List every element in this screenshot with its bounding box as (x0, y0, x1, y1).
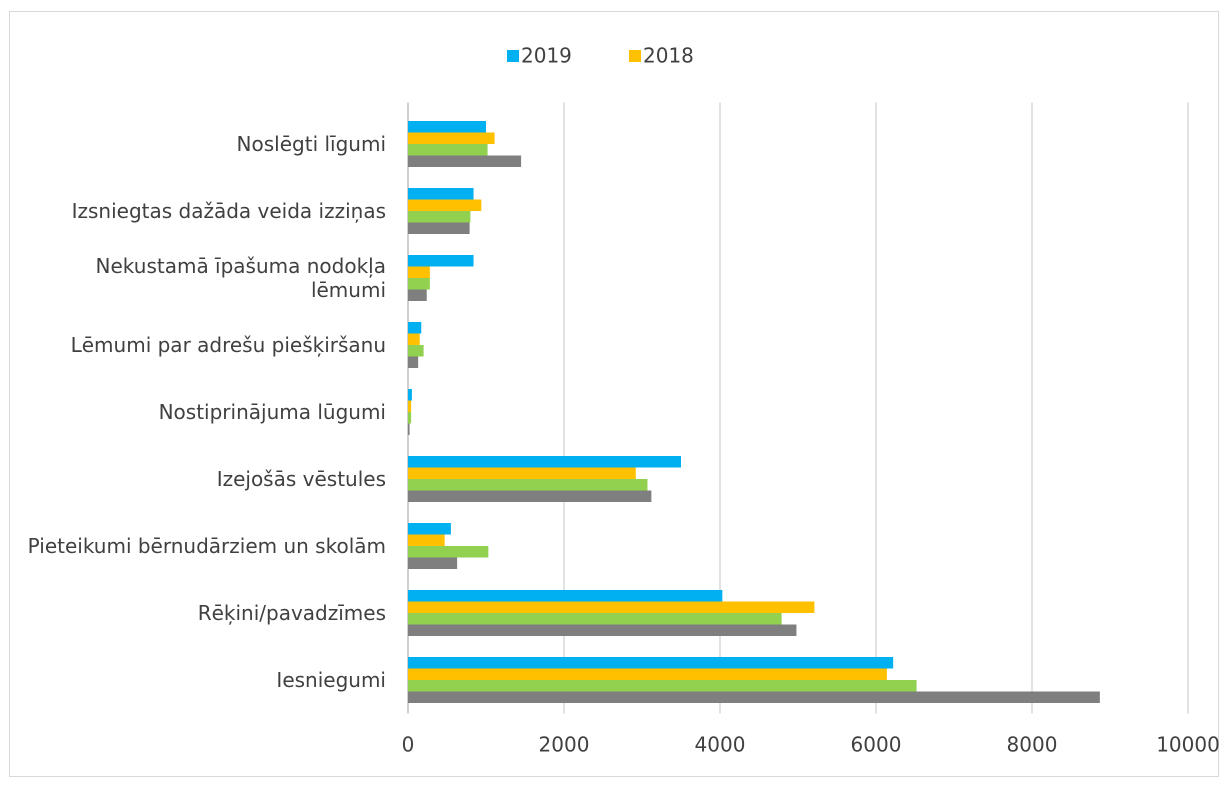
bar (408, 144, 488, 156)
bar (408, 557, 458, 569)
bar (408, 278, 430, 290)
bar (408, 255, 474, 267)
bar (408, 266, 430, 278)
bar (408, 412, 412, 424)
bar (408, 289, 427, 301)
x-tick-label: 0 (402, 733, 415, 757)
bar (408, 668, 887, 680)
bar (408, 680, 917, 692)
x-tick-label: 6000 (851, 733, 902, 757)
y-tick-label: Nostiprinājuma lūgumi (158, 400, 386, 424)
y-tick-label: Nekustamā īpašuma nodokļa lēmumi (95, 254, 386, 302)
bar (408, 222, 470, 234)
bar (408, 601, 815, 613)
legend-label: 2018 (643, 44, 694, 68)
bar (408, 456, 681, 468)
bar (408, 691, 1100, 703)
y-tick-label: Pieteikumi bērnudārziem un skolām (27, 534, 386, 558)
bar (408, 546, 489, 558)
x-tick-label: 2000 (539, 733, 590, 757)
bar (408, 590, 723, 602)
bar (408, 400, 412, 412)
bar (408, 479, 648, 491)
bar (408, 322, 422, 334)
bar (408, 423, 410, 435)
legend-swatch (507, 50, 519, 62)
bar (408, 389, 412, 401)
bar (408, 624, 797, 636)
bar (408, 356, 419, 368)
y-tick-label: Izejošās vēstules (216, 467, 386, 491)
bar (408, 345, 424, 357)
bar (408, 534, 445, 546)
y-tick-label: Izsniegtas dažāda veida izziņas (71, 199, 386, 223)
bar (408, 333, 420, 345)
y-tick-label: Noslēgti līgumi (236, 132, 386, 156)
bar (408, 657, 894, 669)
bar (408, 188, 474, 200)
bar (408, 199, 482, 211)
chart-frame (9, 11, 1219, 777)
bar (408, 490, 652, 502)
bar (408, 132, 495, 144)
y-tick-label: Lēmumi par adrešu piešķiršanu (70, 333, 386, 357)
bar (408, 467, 636, 479)
bar (408, 613, 782, 625)
legend-swatch (629, 50, 641, 62)
legend-label: 2019 (521, 44, 572, 68)
bar (408, 211, 471, 223)
x-tick-label: 4000 (695, 733, 746, 757)
x-tick-label: 8000 (1007, 733, 1058, 757)
bar (408, 155, 522, 167)
x-tick-label: 10000 (1156, 733, 1220, 757)
y-tick-label: Rēķini/pavadzīmes (197, 601, 386, 625)
y-tick-label: Iesniegumi (276, 668, 386, 692)
bar (408, 523, 451, 535)
bar (408, 121, 486, 133)
